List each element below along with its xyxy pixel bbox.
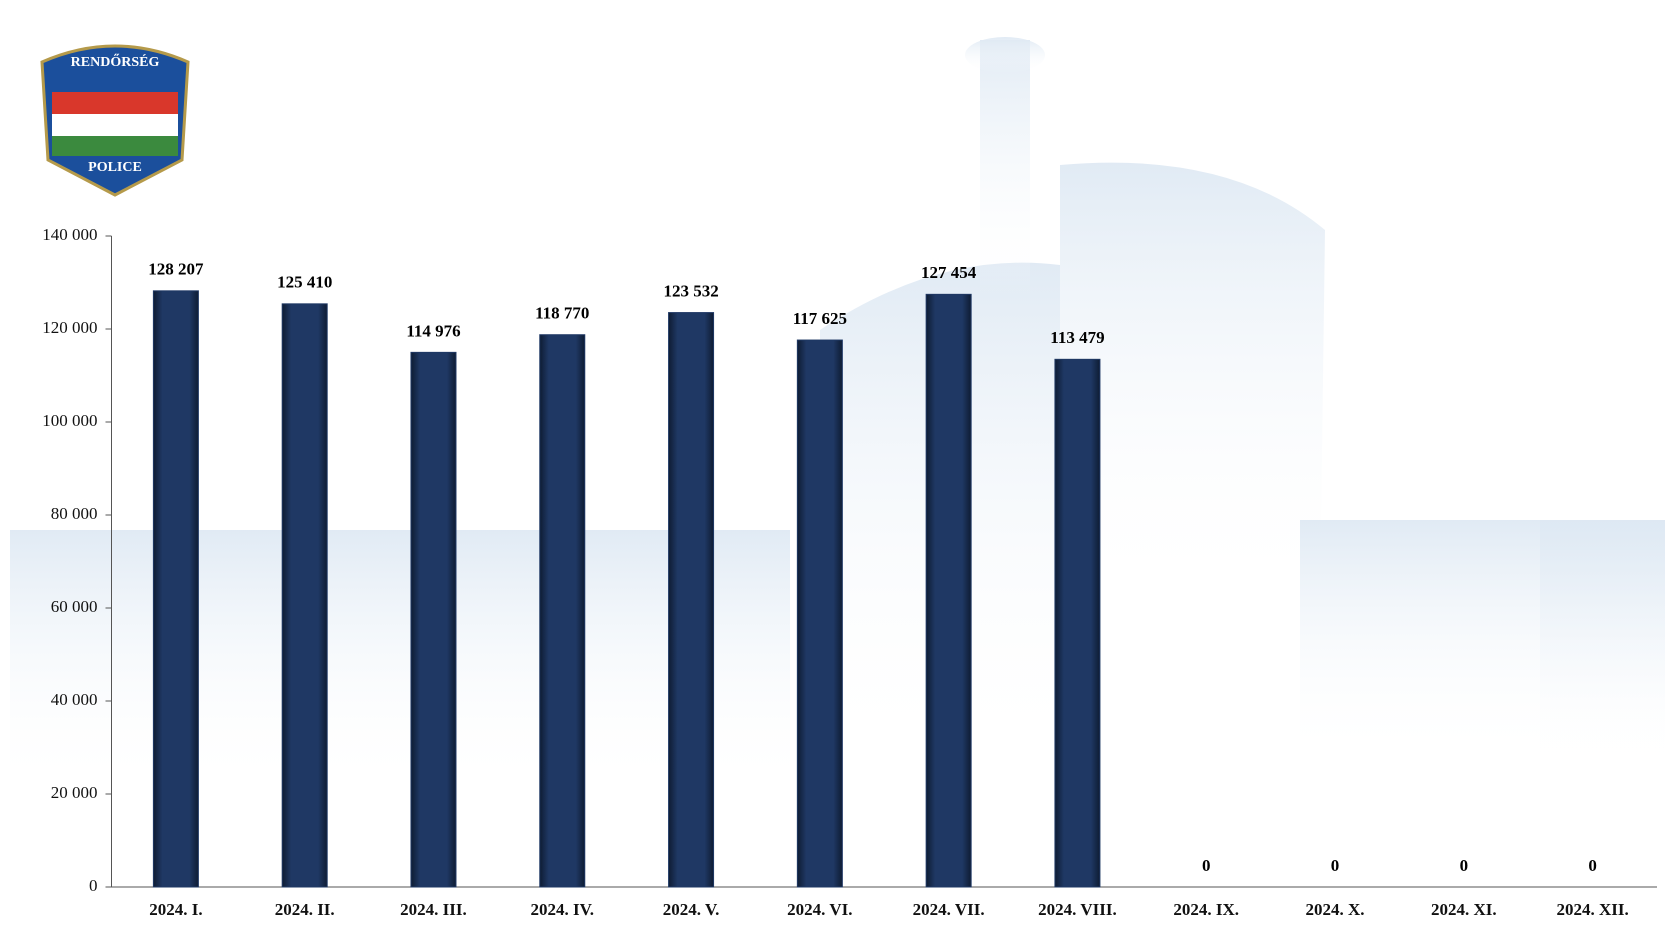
bar bbox=[152, 290, 199, 888]
x-tick-label: 2024. IX. bbox=[1173, 900, 1239, 919]
data-label: 0 bbox=[1588, 856, 1597, 875]
y-tick-label: 80 000 bbox=[51, 504, 98, 523]
x-tick-label: 2024. III. bbox=[400, 900, 467, 919]
y-tick-label: 40 000 bbox=[51, 690, 98, 709]
logo: RENDŐRSÉG POLICE bbox=[40, 44, 190, 197]
x-tick-label: 2024. VI. bbox=[787, 900, 852, 919]
data-label: 0 bbox=[1331, 856, 1340, 875]
y-tick-label: 20 000 bbox=[51, 783, 98, 802]
y-tick-label: 120 000 bbox=[42, 318, 97, 337]
data-label: 113 479 bbox=[1050, 328, 1104, 347]
x-tick-label: 2024. XI. bbox=[1431, 900, 1497, 919]
data-label: 118 770 bbox=[535, 304, 589, 323]
data-label: 123 532 bbox=[663, 281, 718, 300]
y-tick-label: 0 bbox=[89, 876, 98, 895]
data-label: 0 bbox=[1460, 856, 1469, 875]
bar bbox=[410, 351, 457, 888]
y-tick-label: 100 000 bbox=[42, 411, 97, 430]
bar bbox=[539, 334, 586, 888]
data-label: 0 bbox=[1202, 856, 1211, 875]
x-tick-label: 2024. IV. bbox=[531, 900, 594, 919]
data-label: 127 454 bbox=[921, 263, 977, 282]
bar bbox=[668, 312, 715, 888]
y-tick-label: 60 000 bbox=[51, 597, 98, 616]
data-label: 125 410 bbox=[277, 273, 332, 292]
bar bbox=[796, 339, 843, 888]
bar bbox=[1054, 358, 1101, 888]
data-label: 128 207 bbox=[148, 260, 204, 279]
data-label: 114 976 bbox=[406, 321, 460, 340]
logo-bottom: POLICE bbox=[88, 160, 142, 175]
y-tick-label: 140 000 bbox=[42, 225, 97, 244]
x-tick-label: 2024. V. bbox=[663, 900, 720, 919]
x-tick-label: 2024. VIII. bbox=[1038, 900, 1117, 919]
bar bbox=[925, 293, 972, 888]
background-building bbox=[10, 37, 1665, 790]
bar bbox=[281, 303, 328, 888]
data-label: 117 625 bbox=[793, 309, 847, 328]
x-tick-label: 2024. II. bbox=[275, 900, 335, 919]
x-tick-label: 2024. VII. bbox=[913, 900, 985, 919]
x-tick-label: 2024. X. bbox=[1306, 900, 1365, 919]
x-tick-label: 2024. I. bbox=[149, 900, 202, 919]
x-tick-label: 2024. XII. bbox=[1556, 900, 1628, 919]
logo-top: RENDŐRSÉG bbox=[71, 53, 160, 70]
